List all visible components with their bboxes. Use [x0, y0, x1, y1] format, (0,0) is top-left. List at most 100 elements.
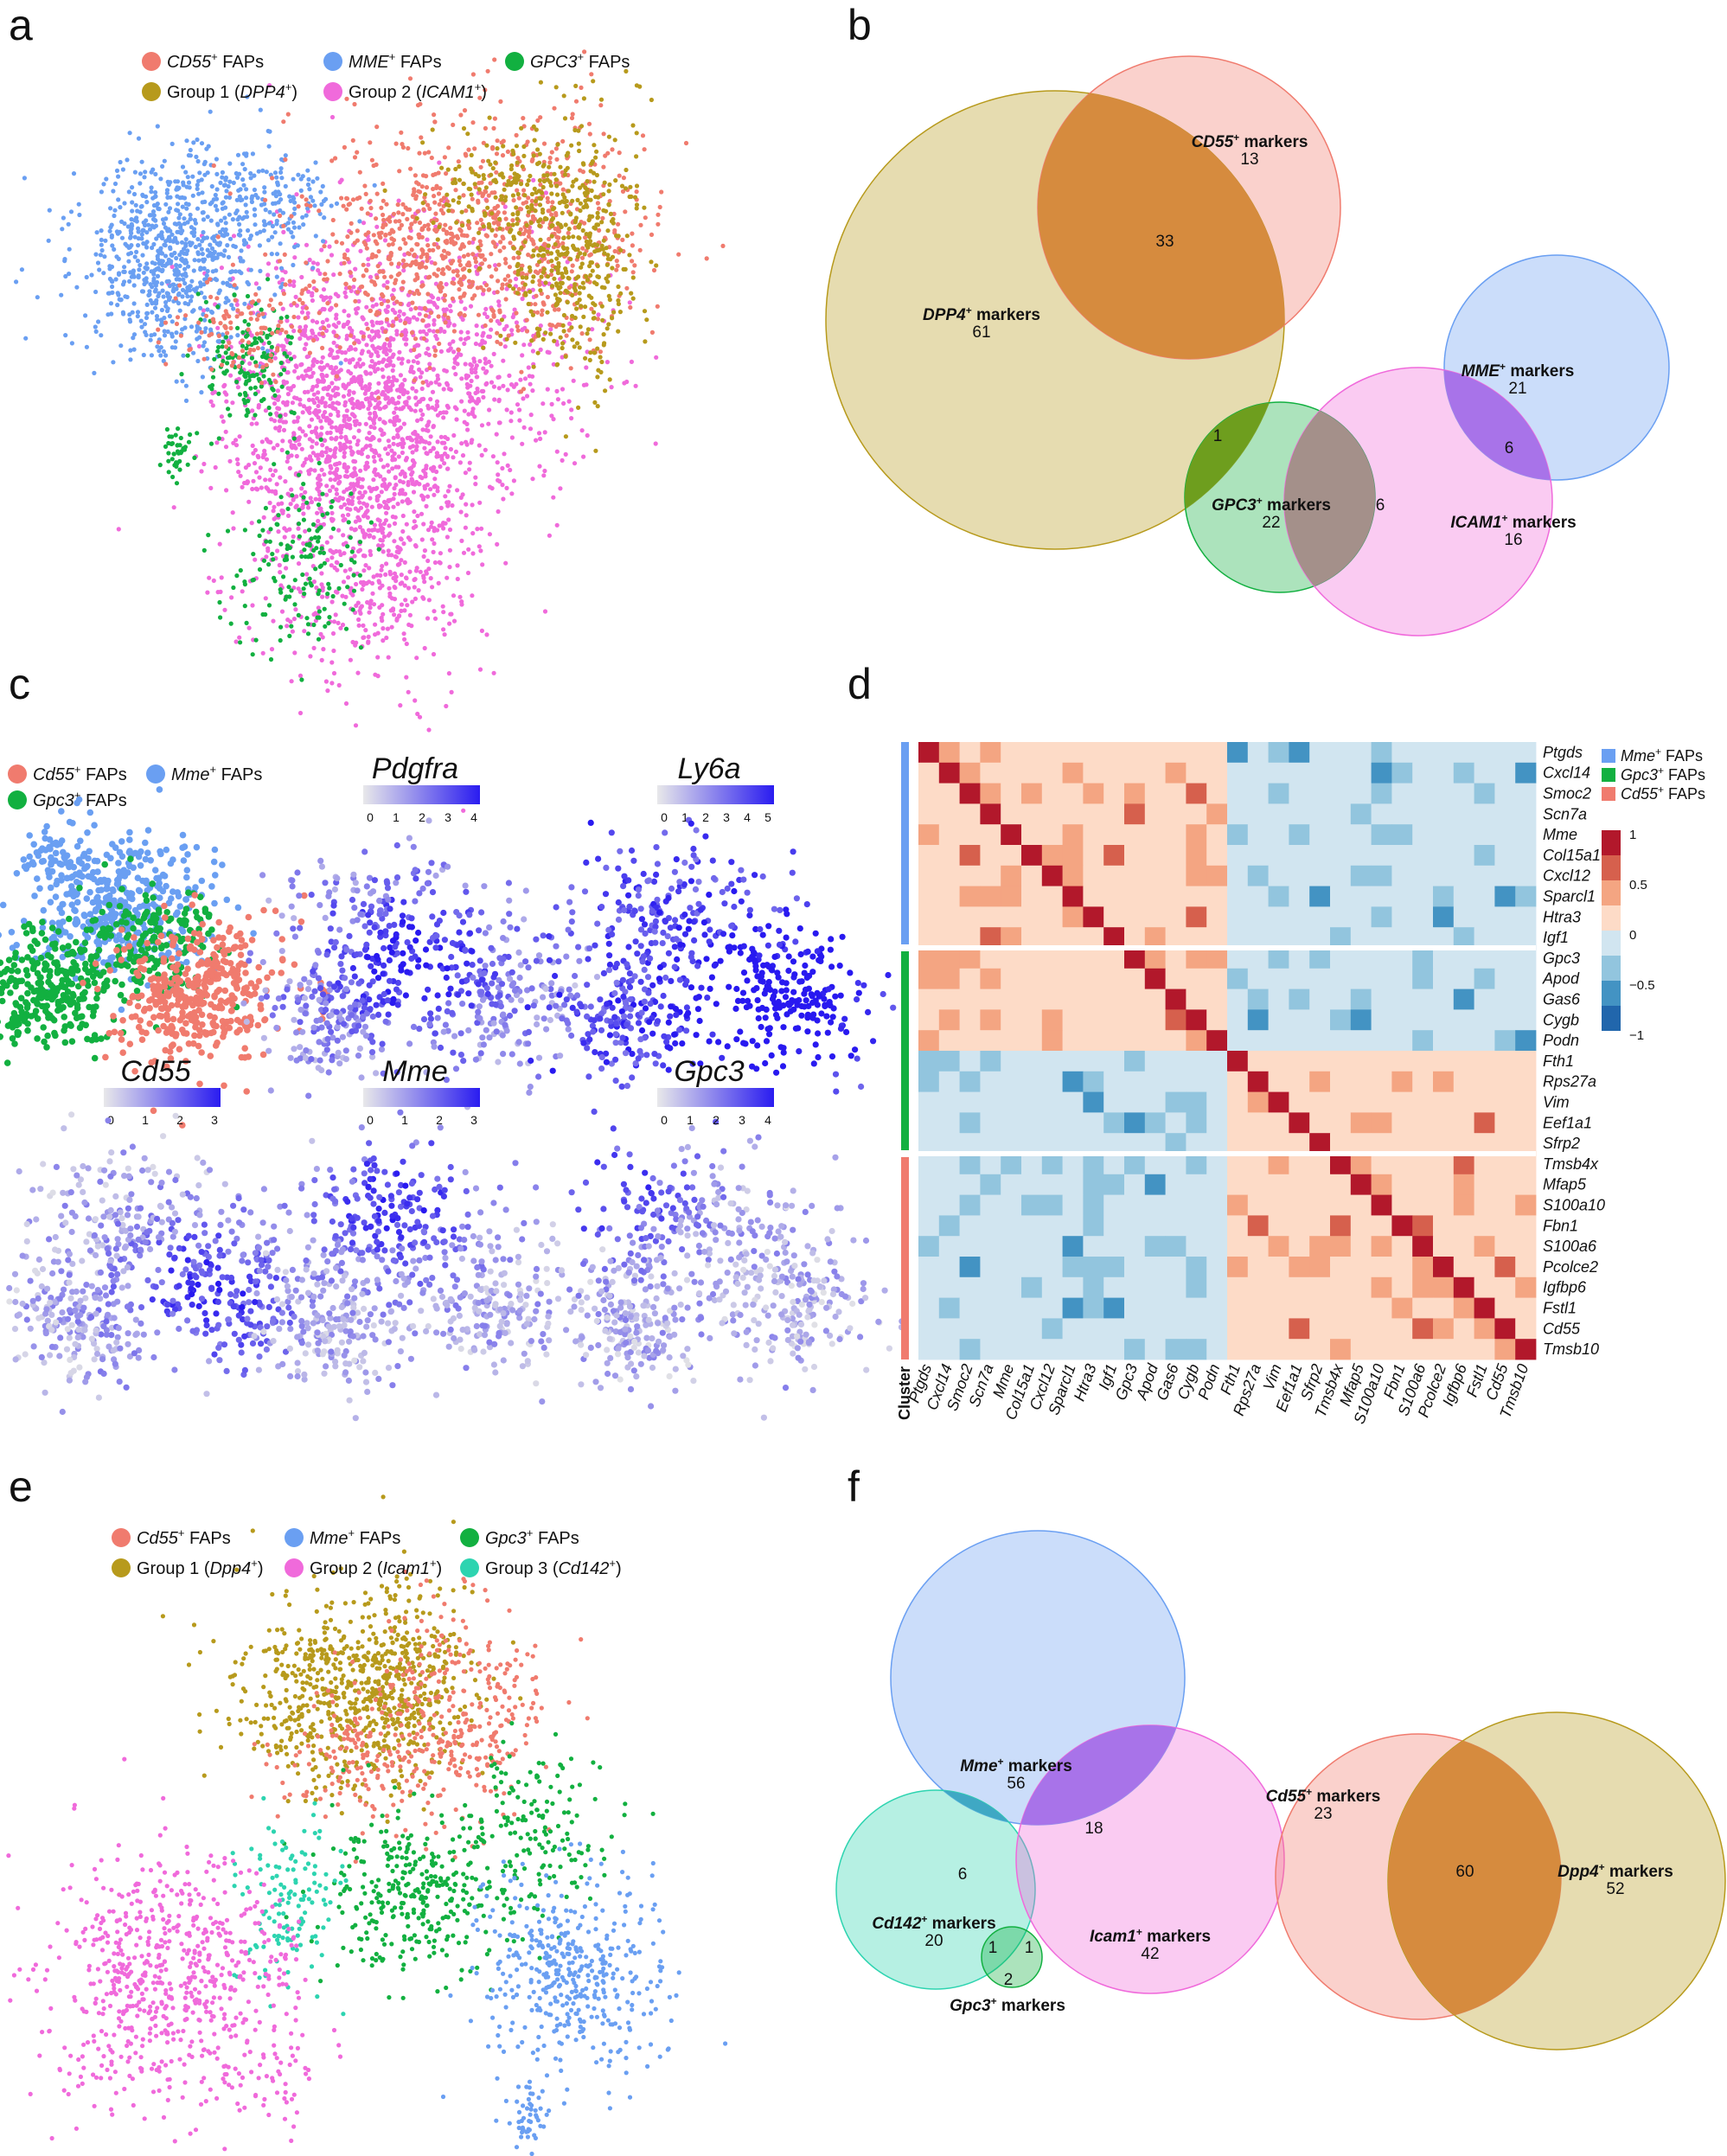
cell-point [415, 242, 420, 247]
cell-point [220, 175, 225, 180]
cell-point [283, 157, 288, 163]
cell-point [329, 660, 335, 665]
cell-point [382, 274, 387, 279]
cell-point [553, 146, 560, 151]
cell-point [412, 509, 417, 515]
cell-point [143, 329, 148, 335]
cell-point [484, 198, 489, 203]
cell-point [531, 153, 536, 158]
cell-point [316, 539, 321, 544]
cell-point [356, 617, 361, 623]
cell-point [182, 195, 188, 201]
cell-point [187, 240, 192, 246]
cell-point [84, 344, 89, 349]
cell-point [348, 344, 353, 349]
cell-point [643, 215, 648, 221]
cell-point [630, 270, 636, 275]
cell-point [425, 558, 431, 564]
cell-point [63, 333, 68, 338]
cell-point [240, 329, 246, 335]
cell-point [343, 594, 349, 599]
cell-point [357, 195, 362, 201]
cell-point [425, 423, 430, 428]
cell-point [386, 553, 391, 558]
cell-point [374, 312, 379, 317]
cell-point [165, 291, 170, 297]
cell-point [516, 251, 522, 256]
cell-point [410, 470, 415, 475]
cell-point [207, 575, 212, 580]
cell-point [362, 183, 368, 189]
cell-point [412, 189, 417, 195]
cell-point [547, 322, 553, 328]
cell-point [451, 269, 457, 274]
cell-point [179, 257, 184, 262]
cell-point [419, 370, 425, 375]
cell-point [127, 317, 132, 323]
cell-point [170, 331, 175, 336]
cell-point [398, 301, 403, 306]
cell-point [437, 160, 442, 165]
panel-letter-b: b [848, 1, 872, 49]
cell-point [375, 264, 381, 269]
cell-point [325, 259, 330, 264]
cell-point [493, 263, 498, 268]
cell-point [432, 241, 437, 247]
cell-point [381, 534, 387, 540]
cell-point [545, 349, 550, 355]
cell-point [401, 311, 406, 317]
cell-point [315, 510, 320, 515]
cell-point [482, 211, 488, 216]
cell-point [483, 257, 488, 262]
cell-point [316, 409, 321, 414]
cell-point [630, 275, 636, 280]
cell-point [436, 314, 441, 319]
cell-point [363, 464, 368, 470]
cell-point [329, 555, 335, 560]
cell-point [489, 172, 494, 177]
cell-point [463, 525, 469, 530]
cell-point [323, 450, 329, 455]
cell-point [521, 188, 527, 193]
cell-point [596, 274, 602, 279]
cell-point [442, 155, 447, 160]
cell-point [504, 485, 509, 491]
cell-point [405, 216, 410, 221]
cell-point [400, 437, 405, 442]
cell-point [240, 177, 246, 182]
cell-point [482, 311, 488, 317]
cell-point [77, 212, 82, 218]
cell-point [559, 224, 564, 229]
cell-point [307, 187, 312, 192]
cell-point [568, 366, 573, 371]
cell-point [395, 428, 400, 433]
cell-point [240, 259, 246, 264]
cell-point [605, 228, 611, 234]
cell-point [379, 301, 384, 306]
cell-point [628, 304, 633, 310]
cell-point [364, 444, 369, 449]
cell-point [352, 277, 357, 283]
cell-point [400, 445, 406, 450]
cell-point [490, 146, 496, 151]
cell-point [350, 406, 355, 411]
cell-point [551, 417, 556, 422]
cell-point [372, 470, 377, 475]
cell-point [186, 264, 191, 269]
cell-point [599, 304, 604, 309]
cell-point [588, 169, 593, 174]
cell-point [534, 438, 539, 443]
cell-point [414, 656, 419, 661]
cell-point [324, 277, 329, 282]
cell-point [596, 312, 601, 317]
cell-point [376, 401, 381, 406]
cell-point [495, 212, 500, 217]
cell-point [421, 573, 426, 579]
cell-point [435, 485, 440, 490]
cell-point [67, 272, 72, 277]
cell-point [554, 362, 560, 368]
cell-point [322, 244, 327, 249]
cell-point [310, 429, 315, 435]
cell-point [358, 484, 364, 489]
cell-point [183, 241, 189, 246]
